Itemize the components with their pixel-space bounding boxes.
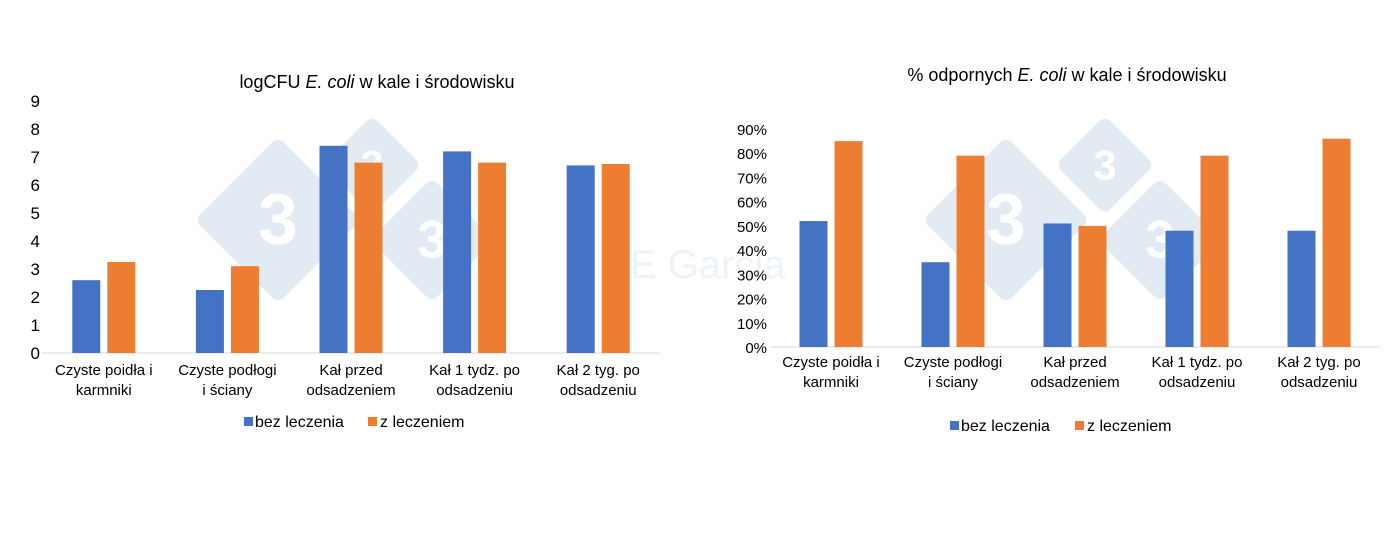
legend-label: bez leczenia	[961, 418, 1050, 435]
bar-bez-leczenia	[443, 151, 472, 353]
y-tick-label: 60%	[737, 195, 767, 212]
watermark-diamond-shape	[197, 139, 359, 301]
bar-z-leczeniem	[601, 164, 630, 353]
x-category-label-line: Czyste podłogi	[904, 354, 1002, 371]
x-category-label-line: i ściany	[928, 374, 979, 391]
bar-bez-leczenia	[72, 280, 101, 353]
x-category-label-line: odsadzeniu	[1159, 374, 1236, 391]
chart-title-part: E. coli	[1017, 65, 1067, 85]
watermark-logo-text: 3	[258, 181, 298, 260]
chart-title: % odpornych E. coli w kale i środowisku	[907, 65, 1226, 85]
bar-bez-leczenia	[1043, 223, 1072, 347]
x-category-label-line: odsadzeniu	[560, 382, 637, 399]
x-category-label: Czyste podłogi i ściany	[178, 362, 276, 399]
x-category-label-line: Kał 1 tydz. po	[429, 362, 520, 379]
x-category-label: Kał 1 tydz. po odsadzeniu	[1152, 354, 1243, 391]
legend-label: z leczeniem	[380, 414, 464, 431]
bar-z-leczeniem	[1078, 225, 1107, 347]
x-category-label: Czyste poidła i karmniki	[55, 362, 153, 399]
x-category-label-line: odsadzeniu	[1281, 374, 1358, 391]
watermark-diamond: 3	[197, 139, 359, 301]
watermark-logo-text: 3	[417, 211, 446, 270]
x-category-label-line: karmniki	[803, 374, 859, 391]
x-category-label: Kał 2 tyg. po odsadzeniu	[1277, 354, 1360, 391]
bar-z-leczeniem	[834, 141, 863, 347]
bar-z-leczeniem	[478, 162, 507, 353]
x-category-label-line: odsadzeniem	[1030, 374, 1119, 391]
x-category-label-line: Czyste podłogi	[178, 362, 276, 379]
bar-z-leczeniem	[1200, 155, 1229, 347]
bar-bez-leczenia	[195, 290, 224, 353]
x-category-label-line: Kał przed	[319, 362, 382, 379]
bar-z-leczeniem	[354, 162, 383, 353]
y-tick-label: 30%	[737, 267, 767, 284]
y-tick-label: 8	[31, 120, 40, 139]
watermark-diamond: 3	[1058, 118, 1152, 212]
x-category-label-line: Czyste poidła i	[55, 362, 153, 379]
x-category-label-line: Kał 2 tyg. po	[1277, 354, 1360, 371]
y-tick-label: 3	[31, 260, 40, 279]
chart-title-part: E. coli	[305, 72, 355, 92]
chart-title-part: w kale i środowisku	[354, 72, 514, 92]
chart-title: logCFU E. coli w kale i środowisku	[239, 72, 514, 92]
x-category-label: Czyste poidła i karmniki	[782, 354, 880, 391]
x-category-label-line: odsadzeniem	[306, 382, 395, 399]
x-category-label-line: odsadzeniu	[436, 382, 513, 399]
y-tick-label: 7	[31, 148, 40, 167]
bar-z-leczeniem	[107, 262, 136, 353]
x-category-label: Kał 2 tyg. po odsadzeniu	[557, 362, 640, 399]
chart-title-part: w kale i środowisku	[1067, 65, 1227, 85]
watermark-author-text: E Garcia	[630, 243, 786, 287]
legend-swatch	[368, 417, 377, 426]
x-category-label-line: Kał 1 tydz. po	[1152, 354, 1243, 371]
bar-bez-leczenia	[1165, 230, 1194, 347]
x-category-label: Kał przed odsadzeniem	[306, 362, 395, 399]
bar-z-leczeniem	[1322, 138, 1351, 347]
watermark-diamond-shape	[1058, 118, 1152, 212]
bar-bez-leczenia	[921, 262, 950, 347]
legend-label: z leczeniem	[1087, 418, 1171, 435]
x-category-label-line: Czyste poidła i	[782, 354, 880, 371]
y-tick-label: 0%	[745, 340, 767, 357]
x-category-label: Kał przed odsadzeniem	[1030, 354, 1119, 391]
y-tick-label: 90%	[737, 122, 767, 139]
y-tick-label: 70%	[737, 170, 767, 187]
bar-bez-leczenia	[319, 145, 348, 353]
bar-bez-leczenia	[799, 221, 828, 347]
x-category-label-line: Kał przed	[1043, 354, 1106, 371]
y-tick-label: 50%	[737, 219, 767, 236]
x-category-label-line: karmniki	[76, 382, 132, 399]
watermark-logo-text: 3	[1093, 142, 1116, 189]
y-tick-label: 10%	[737, 316, 767, 333]
y-tick-label: 4	[31, 232, 40, 251]
legend-swatch	[950, 421, 959, 430]
y-tick-label: 2	[31, 288, 40, 307]
y-tick-label: 1	[31, 316, 40, 335]
chart-title-part: % odpornych	[907, 65, 1017, 85]
x-category-label: Kał 1 tydz. po odsadzeniu	[429, 362, 520, 399]
x-category-label-line: i ściany	[202, 382, 253, 399]
y-tick-label: 40%	[737, 243, 767, 260]
x-category-label-line: Kał 2 tyg. po	[557, 362, 640, 379]
y-tick-label: 80%	[737, 146, 767, 163]
bar-bez-leczenia	[566, 165, 595, 353]
watermark-logo-text: 3	[986, 181, 1026, 260]
bar-z-leczeniem	[230, 266, 259, 353]
legend-swatch	[244, 417, 253, 426]
chart-resistant-percent: % odpornych E. coli w kale i środowisku 0…	[737, 65, 1380, 435]
legend-label: bez leczenia	[255, 414, 344, 431]
y-tick-label: 5	[31, 204, 40, 223]
y-tick-label: 6	[31, 176, 40, 195]
y-tick-label: 0	[31, 344, 40, 363]
y-tick-label: 20%	[737, 292, 767, 309]
chart-title-part: logCFU	[239, 72, 305, 92]
x-category-label: Czyste podłogi i ściany	[904, 354, 1002, 391]
legend-swatch	[1075, 421, 1084, 430]
chart-logcfu: logCFU E. coli w kale i środowisku 0 1 2 3 4 5…	[31, 72, 660, 431]
y-tick-label: 9	[31, 92, 40, 111]
bar-z-leczeniem	[956, 155, 985, 347]
bar-bez-leczenia	[1287, 230, 1316, 347]
